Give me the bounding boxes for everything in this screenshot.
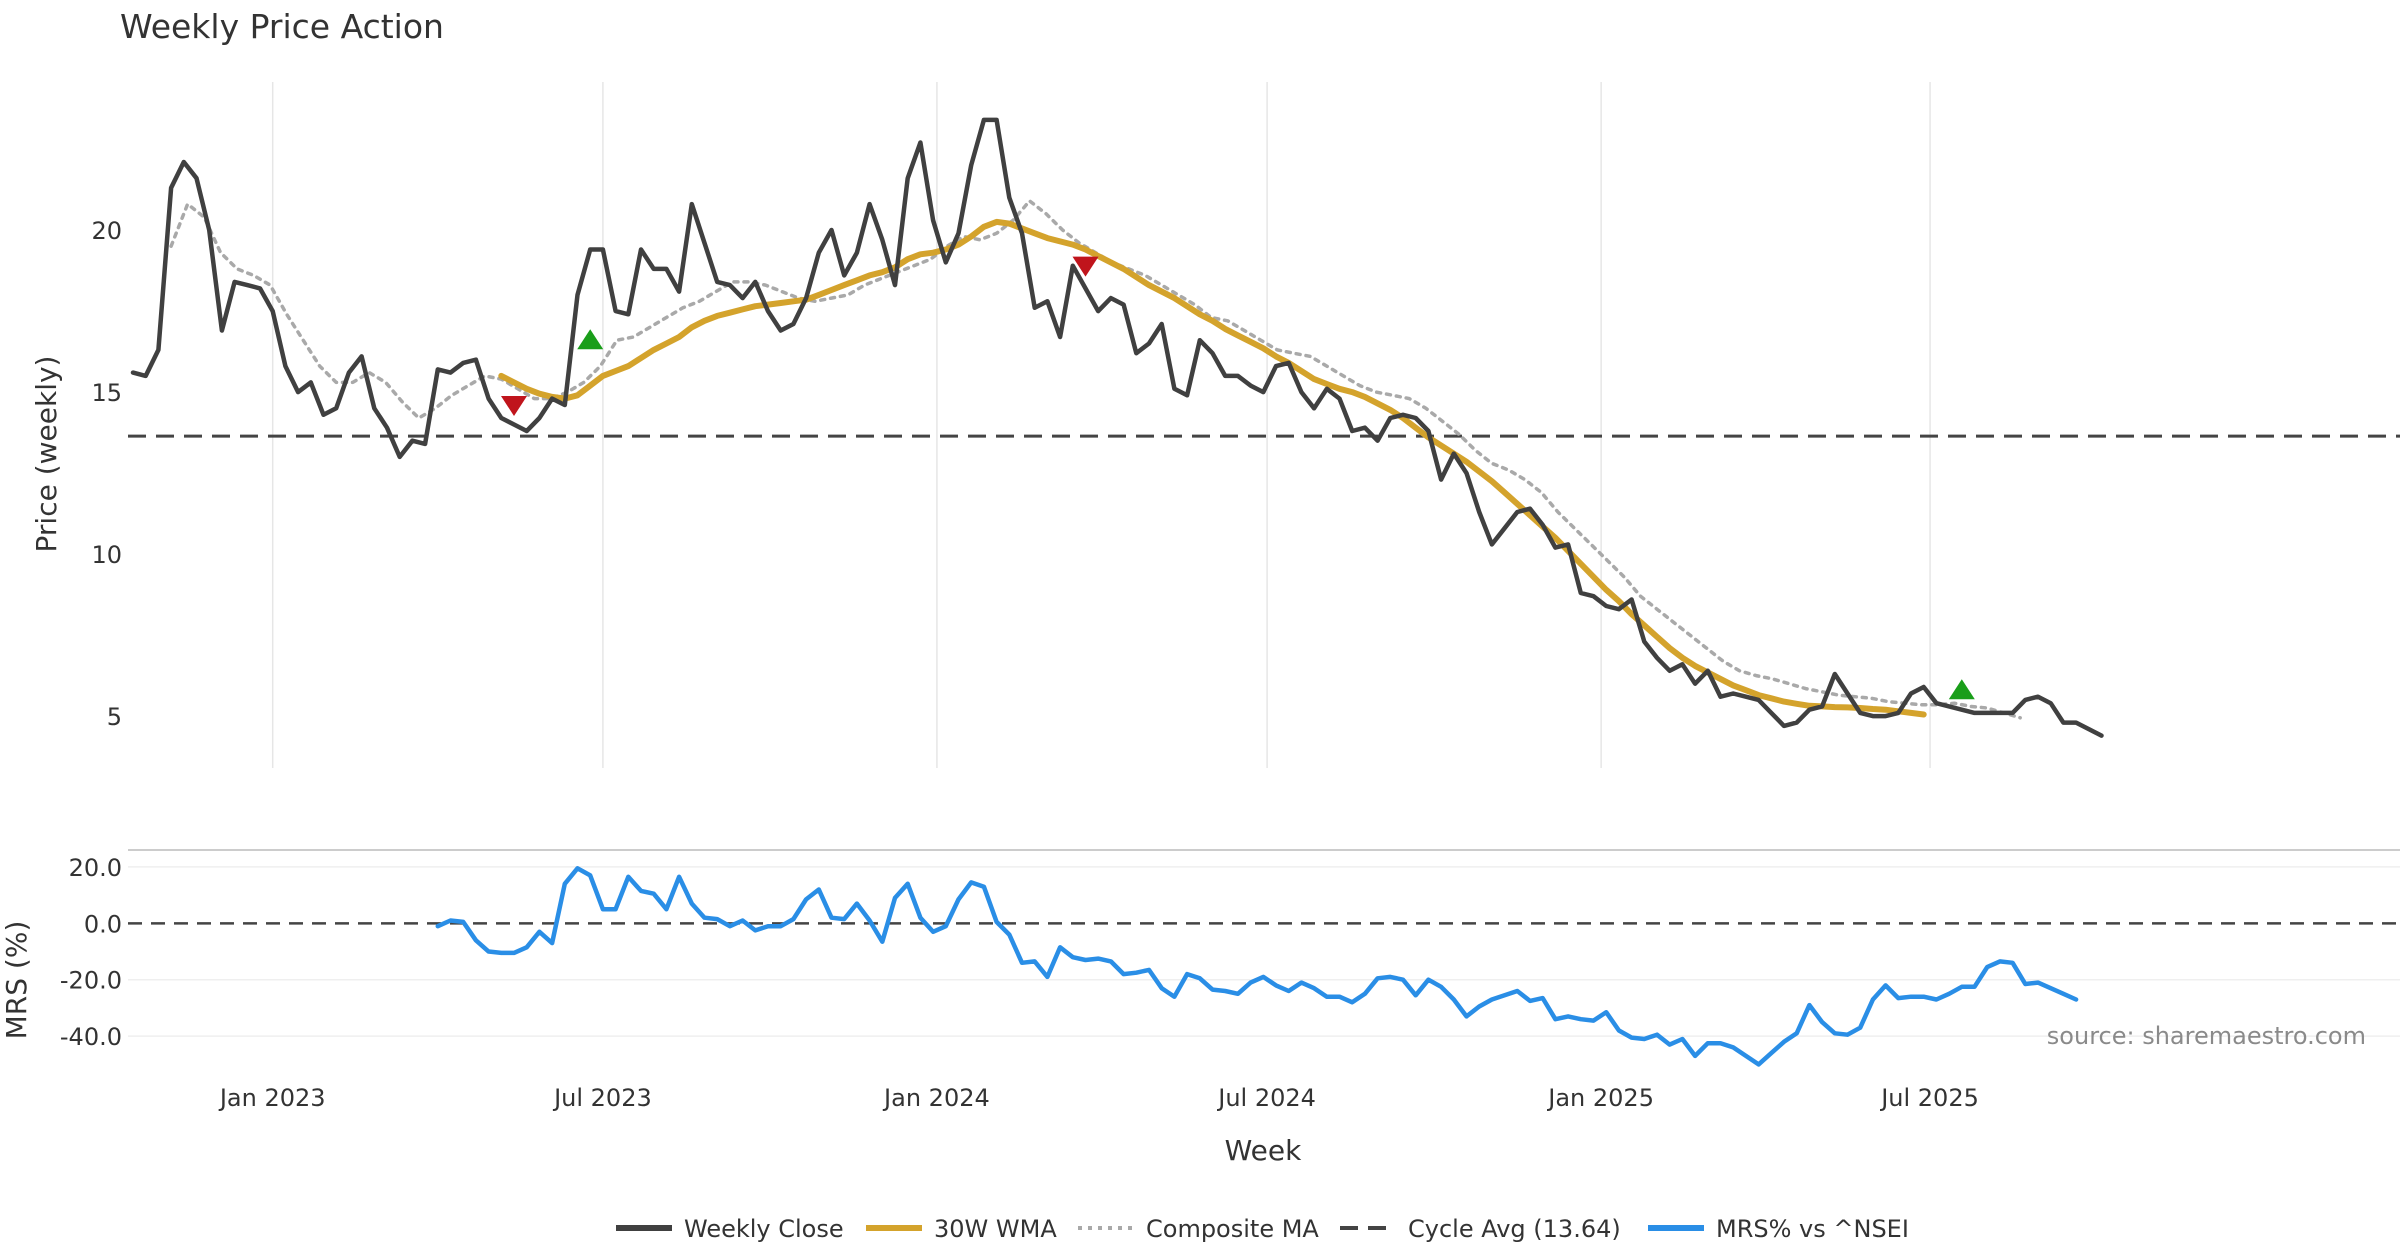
legend-label: Cycle Avg (13.64) xyxy=(1408,1215,1621,1243)
legend-label: MRS% vs ^NSEI xyxy=(1716,1215,1909,1243)
mrs-panel: 20.0 0.0 -20.0 -40.0 MRS (%) source: sharemae… xyxy=(0,849,2400,1067)
mrs-line xyxy=(435,866,2079,1067)
y-tick-label: 20 xyxy=(91,217,122,245)
x-tick-label: Jan 2025 xyxy=(1546,1084,1654,1112)
buy-signal-marker xyxy=(1948,679,1975,700)
composite-ma-line xyxy=(169,199,2022,720)
legend-label: 30W WMA xyxy=(934,1215,1057,1243)
x-tick-label: Jan 2023 xyxy=(218,1084,326,1112)
y-tick-label: 10 xyxy=(91,541,122,569)
y-tick-label: 15 xyxy=(91,379,122,407)
mrs-y-tick-label: 20.0 xyxy=(69,854,122,882)
mrs-y-axis-title: MRS (%) xyxy=(0,921,33,1040)
legend-label: Composite MA xyxy=(1146,1215,1319,1243)
mrs-y-tick-label: -40.0 xyxy=(60,1023,122,1051)
sell-signal-marker xyxy=(1072,256,1099,277)
weekly-close-line xyxy=(130,117,2104,738)
sell-signal-marker xyxy=(501,396,527,417)
x-tick-label: Jan 2024 xyxy=(882,1084,990,1112)
wma-30w-line xyxy=(498,218,1927,718)
y-axis-title: Price (weekly) xyxy=(30,356,63,553)
chart-title: Weekly Price Action xyxy=(120,7,444,46)
source-annotation: source: sharemaestro.com xyxy=(2047,1022,2366,1050)
legend-label: Weekly Close xyxy=(684,1215,844,1243)
x-tick-label: Jul 2024 xyxy=(1216,1084,1316,1112)
x-tick-label: Jul 2025 xyxy=(1879,1084,1979,1112)
mrs-y-tick-label: -20.0 xyxy=(60,967,122,995)
buy-signal-marker xyxy=(577,329,604,350)
legend: Weekly Close 30W WMA Composite MA Cycle Avg… xyxy=(616,1215,1909,1243)
mrs-y-tick-label: 0.0 xyxy=(84,910,122,938)
x-axis-title: Week xyxy=(1225,1134,1302,1167)
y-tick-label: 5 xyxy=(107,703,122,731)
price-panel: Jan 2023 Jul 2023 Jan 2024 Jul 2024 Jan 2025… xyxy=(30,82,2400,1112)
x-tick-label: Jul 2023 xyxy=(552,1084,652,1112)
